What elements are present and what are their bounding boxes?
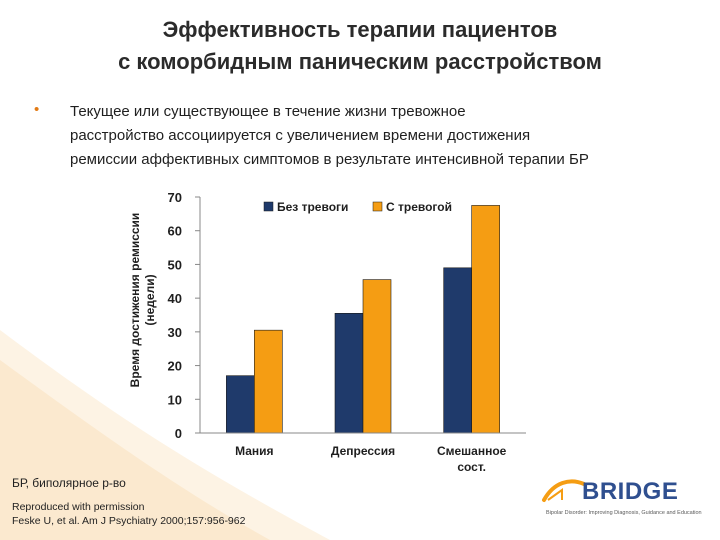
y-axis-title-line-2: (недели)	[143, 274, 157, 325]
bar-without-anxiety-1	[226, 375, 255, 434]
x-tick-label: сост.	[457, 460, 486, 474]
bar-without-anxiety-2	[334, 313, 364, 434]
bar-without-anxiety-3	[443, 267, 472, 434]
title-line-1: Эффективность терапии пациентов	[162, 17, 558, 42]
chart-legend: Без тревоги С тревогой	[263, 200, 452, 214]
bar-with-anxiety-1	[254, 329, 283, 434]
x-tick-label: Депрессия	[331, 444, 395, 458]
source-line-1: Reproduced with permission	[12, 501, 145, 513]
x-tick-label: Мания	[235, 444, 273, 458]
x-axis-labels: Мания Депрессия Смешанное сост.	[235, 444, 507, 474]
title-line-2: с коморбидным паническим расстройством	[118, 49, 602, 74]
y-tick-label: 30	[168, 325, 182, 340]
y-axis-title-line-1: Время достижения ремиссии	[128, 213, 142, 388]
legend-swatch-2	[372, 201, 383, 212]
y-tick-label: 40	[168, 291, 182, 306]
legend-swatch-1	[263, 201, 274, 212]
y-tick-label: 0	[175, 426, 182, 441]
y-tick-label: 10	[168, 392, 182, 407]
y-tick-label: 50	[168, 257, 182, 272]
y-axis-ticks: 0 10 20 30 40 50 60 70	[168, 190, 200, 441]
source-line-2: Feske U, et al. Am J Psychiatry 2000;157…	[12, 515, 246, 527]
y-tick-label: 60	[168, 224, 182, 239]
legend-label-2: С тревогой	[386, 200, 452, 214]
source-citation: Reproduced with permission Feske U, et a…	[12, 500, 245, 528]
bar-with-anxiety-3	[471, 205, 500, 434]
bullet-line-3: ремиссии аффективных симптомов в результ…	[70, 151, 589, 168]
bridge-arc-icon	[542, 479, 586, 502]
y-tick-label: 20	[168, 359, 182, 374]
abbreviation-footnote: БР, биполярное р-во	[12, 476, 126, 490]
bullet-line-1: Текущее или существующее в течение жизни…	[70, 103, 466, 120]
bar-with-anxiety-2	[362, 279, 392, 434]
bullet-line-2: расстройство ассоциируется с увеличением…	[70, 127, 531, 144]
x-tick-label: Смешанное	[437, 444, 507, 458]
legend-label-1: Без тревоги	[277, 200, 348, 214]
logo-wordmark: BRIDGE	[582, 478, 679, 505]
y-axis-title: Время достижения ремиссии (недели)	[128, 213, 157, 388]
bridge-logo: BRIDGE Bipolar Disorder: Improving Diagn…	[540, 476, 710, 528]
logo-tagline: Bipolar Disorder: Improving Diagnosis, G…	[546, 510, 702, 516]
bullet-text: Текущее или существующее в течение жизни…	[70, 100, 710, 172]
bullet-dot-icon: •	[34, 101, 40, 118]
page-title: Эффективность терапии пациентов с коморб…	[0, 14, 720, 78]
y-tick-label: 70	[168, 190, 182, 205]
bar-series	[226, 205, 500, 434]
